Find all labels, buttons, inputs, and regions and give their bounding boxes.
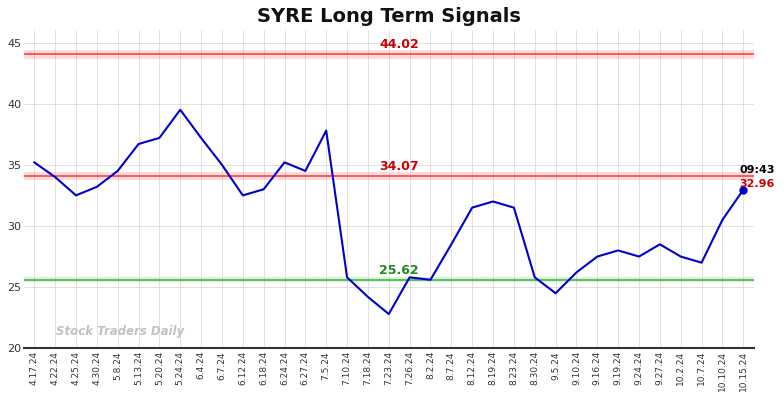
Text: 32.96: 32.96 xyxy=(739,179,775,189)
Text: 34.07: 34.07 xyxy=(379,160,419,173)
Bar xyxy=(24,172,753,180)
Bar xyxy=(24,277,753,282)
Bar xyxy=(24,50,753,59)
Text: 09:43: 09:43 xyxy=(739,165,775,175)
Text: Stock Traders Daily: Stock Traders Daily xyxy=(56,326,184,338)
Text: 44.02: 44.02 xyxy=(379,39,419,51)
Title: SYRE Long Term Signals: SYRE Long Term Signals xyxy=(257,7,521,26)
Text: 25.62: 25.62 xyxy=(379,264,419,277)
